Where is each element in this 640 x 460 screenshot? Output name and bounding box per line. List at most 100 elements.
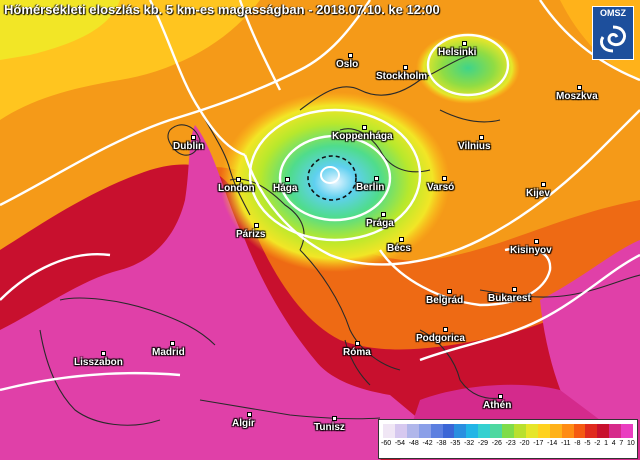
city-marker <box>191 135 196 140</box>
legend-tick-label: -23 <box>505 440 516 447</box>
legend-tick-label: 7 <box>619 440 624 447</box>
legend-swatch <box>537 424 550 438</box>
legend-color-bar <box>383 424 634 438</box>
city-marker <box>236 177 241 182</box>
legend-swatch <box>609 424 622 438</box>
city-marker <box>247 412 252 417</box>
legend-tick-label: -8 <box>574 440 581 447</box>
city-marker <box>170 341 175 346</box>
logo-text: OMSZ <box>600 8 626 18</box>
legend-swatch <box>418 424 431 438</box>
legend-swatch <box>490 424 503 438</box>
legend-tick-label: -35 <box>450 440 461 447</box>
city-marker <box>101 351 106 356</box>
city-label: Varsó <box>427 182 455 193</box>
omsz-logo: OMSZ <box>592 6 634 60</box>
legend-swatch <box>442 424 455 438</box>
legend-tick-label: -26 <box>491 440 502 447</box>
city-marker <box>254 223 259 228</box>
city-marker <box>285 177 290 182</box>
legend-swatch <box>621 424 634 438</box>
city-label: Algír <box>232 418 255 429</box>
legend-tick-label: -14 <box>547 440 558 447</box>
city-label: Vilnius <box>458 141 491 152</box>
legend-swatch <box>549 424 562 438</box>
legend-swatch <box>466 424 479 438</box>
city-marker <box>355 341 360 346</box>
map-title: Hőmérsékleti eloszlás kb. 5 km-es magass… <box>4 2 440 17</box>
city-label: Belgrád <box>426 295 464 306</box>
city-label: Hága <box>273 183 298 194</box>
city-marker <box>332 416 337 421</box>
legend-swatch <box>406 424 419 438</box>
city-label: Bukarest <box>488 293 531 304</box>
legend-swatch <box>585 424 598 438</box>
legend-tick-label: -20 <box>519 440 530 447</box>
coastlines <box>39 54 640 426</box>
legend-swatch <box>430 424 443 438</box>
city-marker <box>374 176 379 181</box>
legend-tick-label: -42 <box>422 440 433 447</box>
city-label: Dublin <box>173 141 205 152</box>
legend-tick-label: 10 <box>627 440 635 447</box>
northwest-yellow-patch <box>0 0 120 60</box>
city-marker <box>479 135 484 140</box>
city-marker <box>442 176 447 181</box>
legend-tick-label: -38 <box>436 440 447 447</box>
city-marker <box>362 125 367 130</box>
city-label: Oslo <box>336 59 359 70</box>
city-marker <box>403 65 408 70</box>
city-marker <box>399 237 404 242</box>
legend-ticks: -60 -54 -48 -42 -38 -35 -32 -29 -26 -23 -20 -17 -14-… <box>381 440 635 447</box>
city-marker <box>447 289 452 294</box>
city-label: Kijev <box>526 188 550 199</box>
legend-swatch <box>597 424 610 438</box>
legend-tick-label: -17 <box>533 440 544 447</box>
legend-tick-label: 1 <box>604 440 609 447</box>
cold-core-inner <box>320 166 340 184</box>
city-marker <box>348 53 353 58</box>
magenta-zone <box>0 125 420 460</box>
legend-tick-label: -48 <box>408 440 419 447</box>
city-label: Koppenhága <box>332 131 393 142</box>
city-label: Kisinyov <box>510 245 552 256</box>
legend-tick-label: 4 <box>611 440 616 447</box>
city-marker <box>512 287 517 292</box>
city-label: Tunisz <box>314 422 345 433</box>
legend-tick-label: -32 <box>464 440 475 447</box>
city-label: Berlin <box>356 182 385 193</box>
city-label: Athén <box>483 400 512 411</box>
city-marker <box>498 394 503 399</box>
city-label: Stockholm <box>376 71 428 82</box>
temperature-legend: -60 -54 -48 -42 -38 -35 -32 -29 -26 -23 -20 -17 -14-… <box>378 419 638 459</box>
city-label: Bécs <box>387 243 411 254</box>
legend-tick-label: -11 <box>560 440 571 447</box>
legend-swatch <box>513 424 526 438</box>
legend-swatch <box>561 424 574 438</box>
city-label: Helsinki <box>438 47 477 58</box>
city-label: Lisszabon <box>74 357 123 368</box>
city-label: Madrid <box>152 347 185 358</box>
city-label: Róma <box>343 347 371 358</box>
legend-tick-label: -5 <box>584 440 591 447</box>
legend-swatch <box>525 424 538 438</box>
cold-core-dashed <box>307 155 357 201</box>
helsinki-cold-pool <box>416 32 520 104</box>
cyclone-swirl-icon <box>599 25 627 53</box>
city-label: Prága <box>366 218 394 229</box>
legend-tick-label: -54 <box>394 440 405 447</box>
city-marker <box>541 182 546 187</box>
legend-swatch <box>454 424 467 438</box>
legend-swatch <box>502 424 514 438</box>
city-label: London <box>218 183 255 194</box>
city-marker <box>381 212 386 217</box>
legend-swatch <box>383 424 395 438</box>
city-marker <box>443 327 448 332</box>
magenta-east <box>540 240 640 430</box>
isotherms <box>0 0 640 392</box>
legend-swatch <box>573 424 586 438</box>
city-label: Podgorica <box>416 333 465 344</box>
city-marker <box>534 239 539 244</box>
